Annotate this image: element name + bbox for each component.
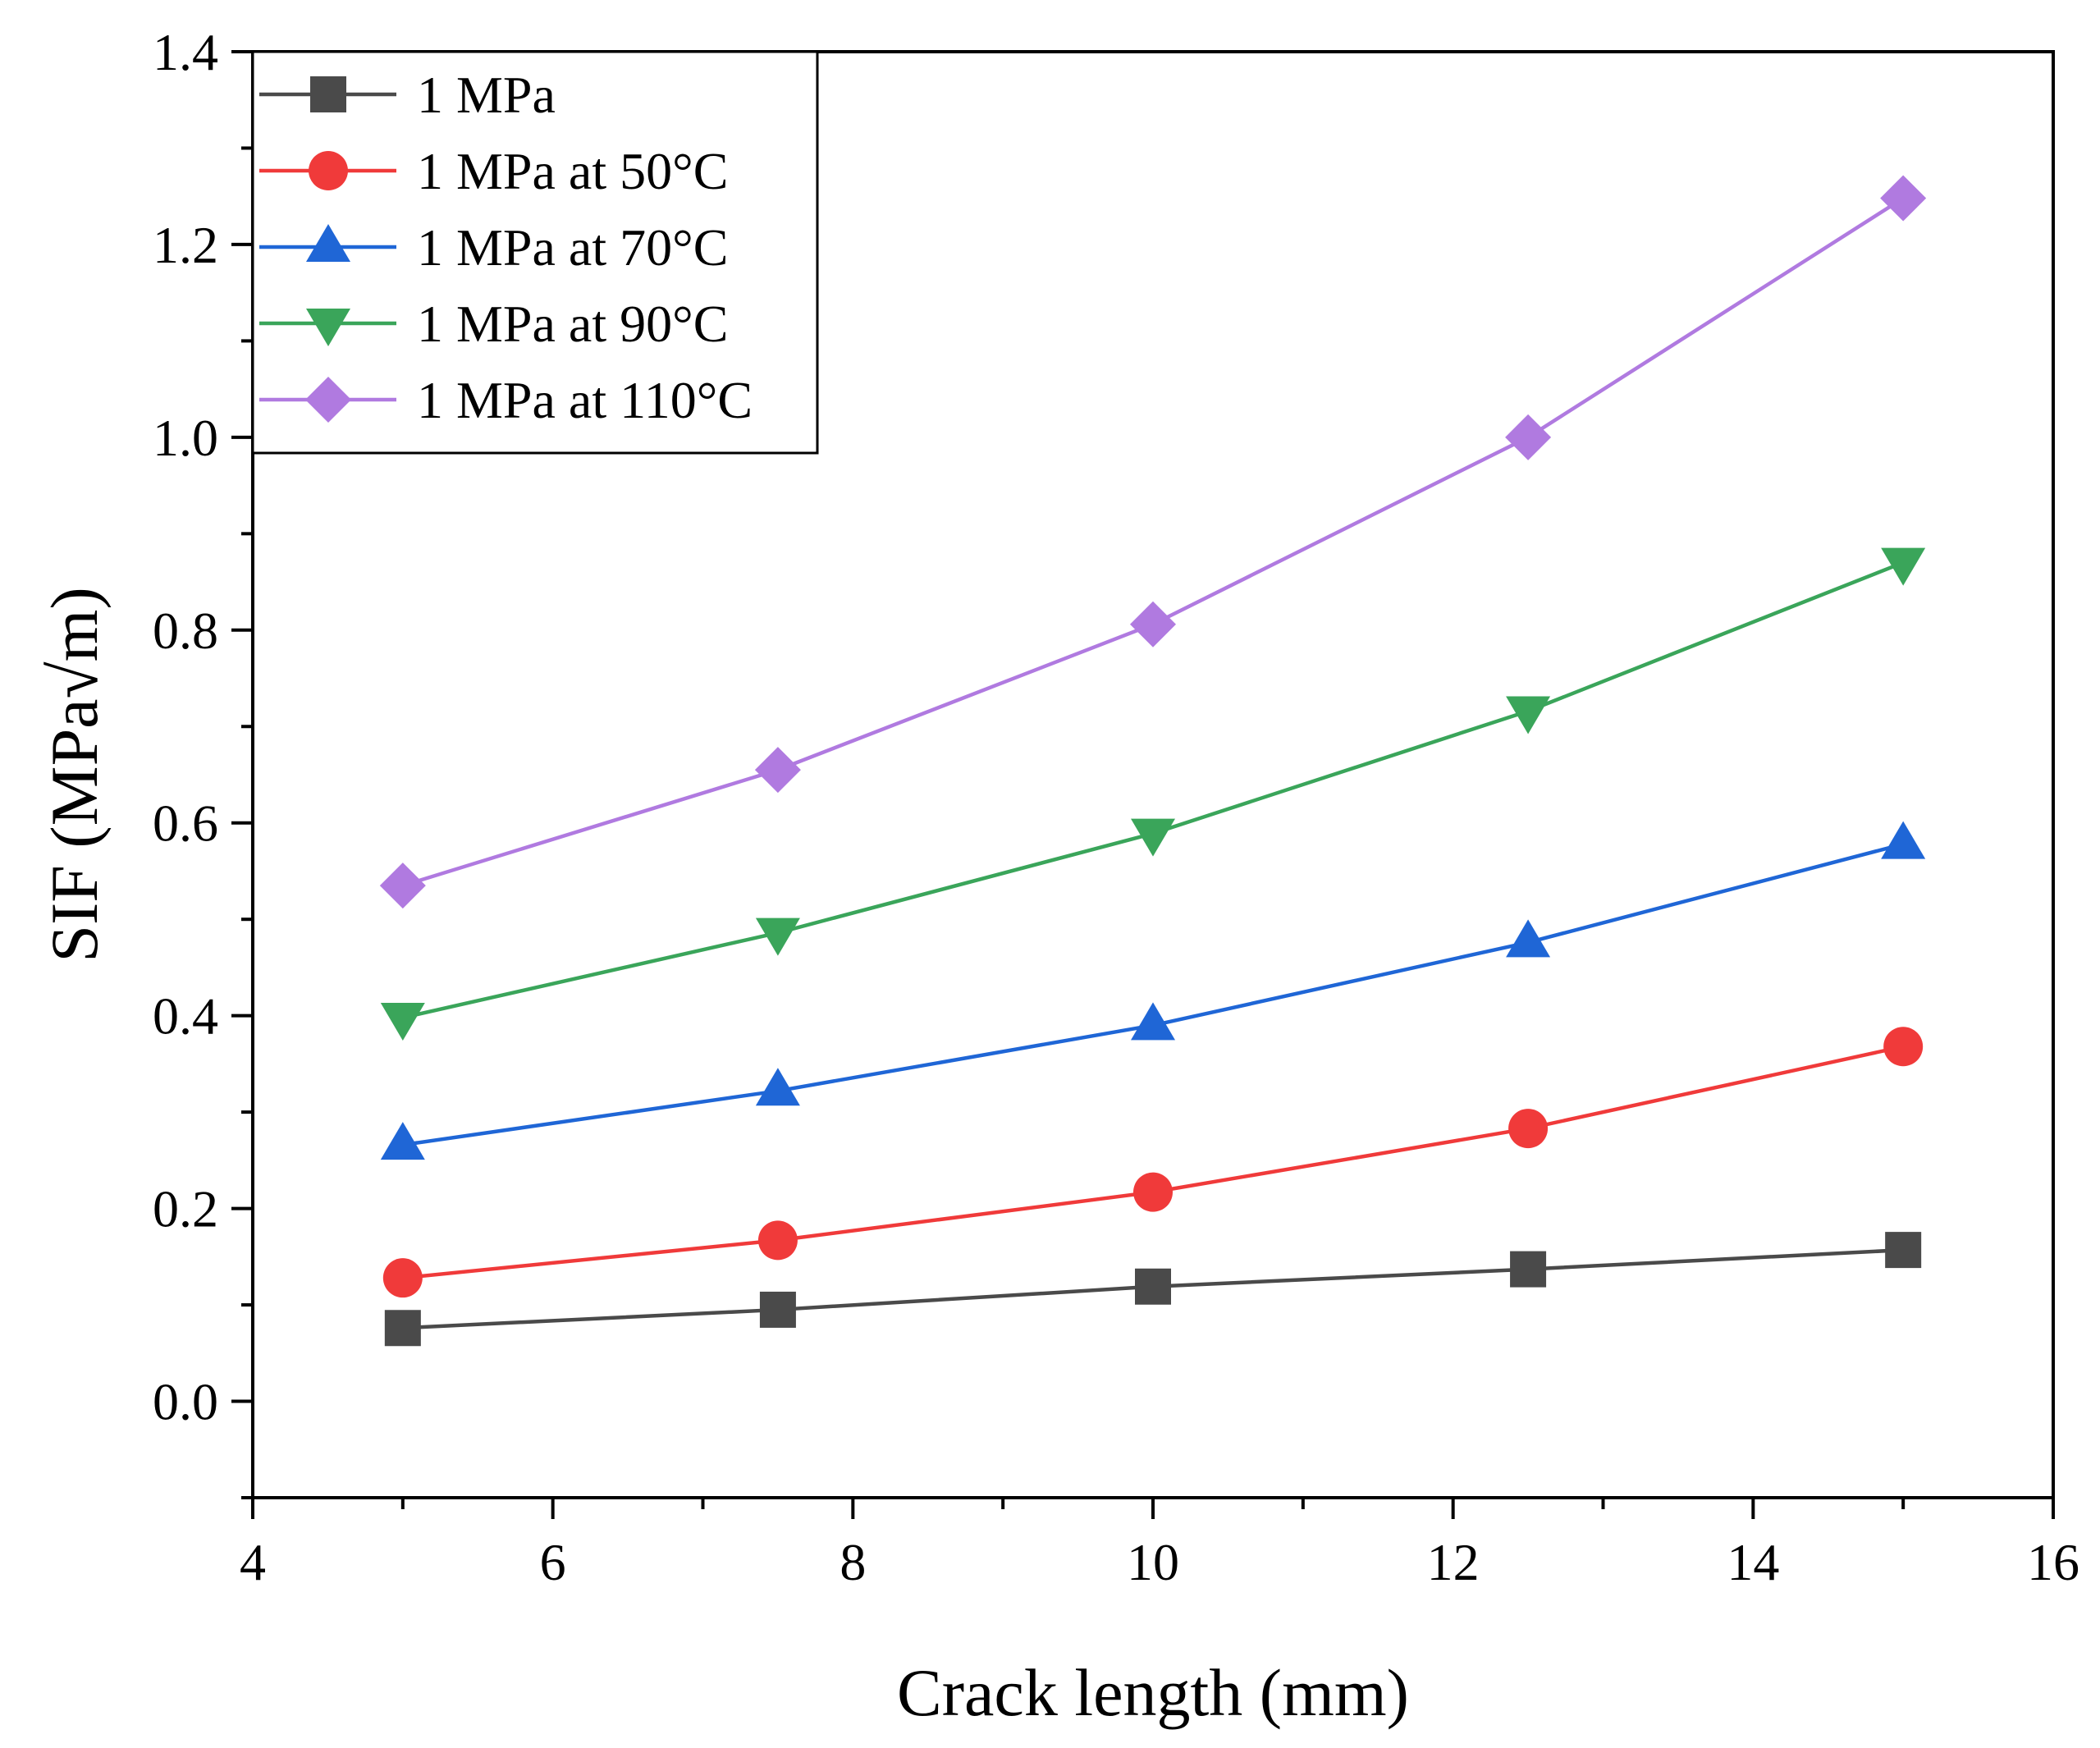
legend-label: 1 MPa at 50°C	[417, 142, 728, 200]
data-point	[380, 1003, 425, 1041]
legend-marker	[306, 309, 350, 346]
data-point	[1131, 818, 1175, 857]
legend-marker	[305, 377, 351, 423]
series-layer	[379, 175, 1927, 1347]
data-point	[382, 1258, 423, 1298]
x-tick-label: 10	[1127, 1533, 1179, 1591]
data-point	[1881, 547, 1926, 586]
data-point	[1883, 1027, 1924, 1067]
legend-label: 1 MPa	[417, 66, 556, 124]
legend: 1 MPa 1 MPa at 50°C 1 MPa at 70°C 1 MPa at …	[251, 50, 819, 455]
data-point	[379, 863, 426, 909]
series-2	[382, 1027, 1924, 1298]
series-4	[380, 547, 1926, 1041]
data-point	[754, 747, 801, 794]
x-tick-label: 14	[1727, 1533, 1779, 1591]
y-tick-label: 1.2	[153, 216, 218, 274]
series-3	[380, 821, 1926, 1160]
y-axis-title: SIF (MPa√m)	[37, 587, 112, 962]
series-line	[402, 842, 1904, 1147]
x-tick-label: 4	[240, 1533, 266, 1591]
data-point	[1133, 1172, 1173, 1212]
legend-item: 1 MPa at 110°C	[259, 371, 753, 429]
legend-item: 1 MPa at 70°C	[259, 218, 728, 277]
data-point	[1506, 919, 1551, 958]
data-point	[1881, 821, 1926, 859]
y-tick-label: 0.6	[153, 794, 218, 853]
data-point	[755, 917, 800, 956]
x-axis-title: Crack length (mm)	[897, 1655, 1409, 1730]
legend-item: 1 MPa at 50°C	[259, 142, 728, 200]
x-tick-label: 12	[1427, 1533, 1480, 1591]
data-point	[759, 1291, 796, 1328]
y-tick-label: 1.4	[153, 23, 218, 81]
y-tick-label: 0.8	[153, 602, 218, 660]
data-point	[1131, 1002, 1175, 1041]
data-point	[1505, 414, 1552, 460]
data-point	[757, 1220, 798, 1261]
x-tick-label: 16	[2027, 1533, 2079, 1591]
data-point	[1135, 1268, 1171, 1305]
data-point	[1880, 175, 1927, 222]
data-point	[1508, 1109, 1549, 1149]
series-5	[379, 175, 1927, 909]
axes: 4 6 8 10 12 14 16 0.0 0.2 0.4 0.6 0.8 1.0 1.2 1.4	[153, 23, 2079, 1591]
data-point	[1510, 1251, 1547, 1288]
data-point	[1130, 601, 1176, 647]
y-tick-label: 1.0	[153, 409, 218, 467]
y-tick-label: 0.4	[153, 987, 218, 1046]
series-line	[402, 1045, 1904, 1280]
y-tick-label: 0.0	[153, 1373, 218, 1431]
legend-label: 1 MPa at 70°C	[417, 218, 728, 277]
data-point	[1885, 1232, 1922, 1269]
x-tick-label: 8	[840, 1533, 866, 1591]
legend-item: 1 MPa	[259, 66, 556, 124]
legend-label: 1 MPa at 90°C	[417, 295, 728, 353]
legend-marker	[310, 76, 346, 112]
data-point	[384, 1310, 421, 1347]
legend-marker	[306, 224, 350, 262]
legend-item: 1 MPa at 90°C	[259, 295, 728, 353]
legend-box	[251, 50, 819, 455]
series-1	[384, 1232, 1922, 1347]
data-point	[380, 1122, 425, 1160]
data-point	[755, 1068, 800, 1106]
data-point	[1506, 696, 1551, 734]
legend-marker	[309, 151, 348, 190]
y-tick-label: 0.2	[153, 1180, 218, 1238]
x-tick-label: 6	[540, 1533, 566, 1591]
legend-label: 1 MPa at 110°C	[417, 371, 753, 429]
